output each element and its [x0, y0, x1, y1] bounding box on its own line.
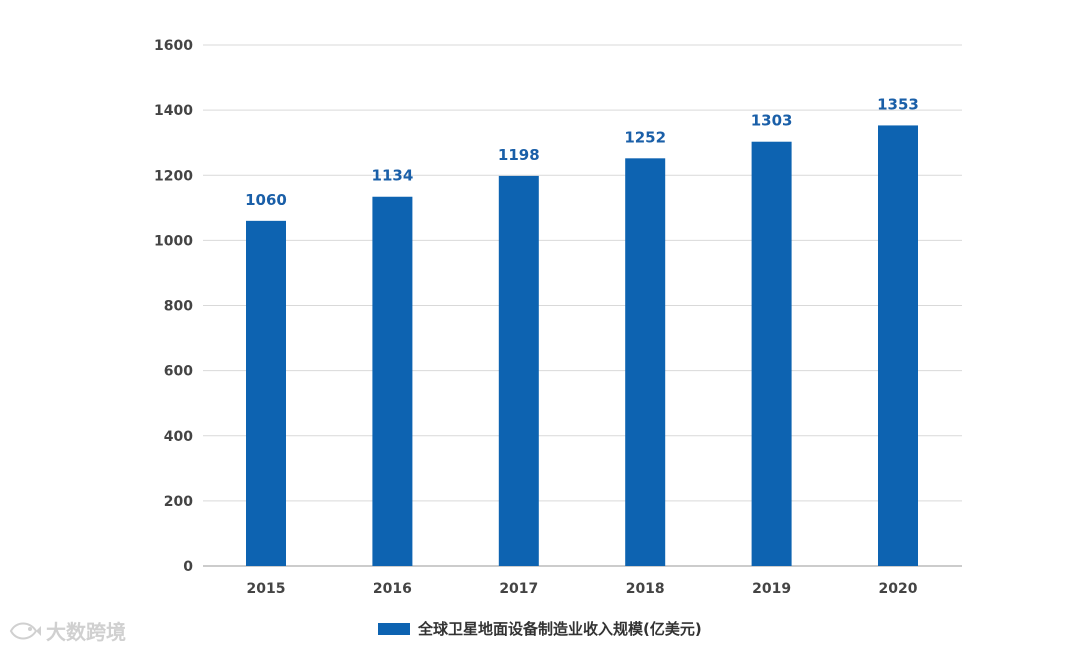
y-tick-label: 1000 [154, 233, 193, 249]
bar [246, 220, 286, 566]
watermark-text: 大数跨境 [46, 620, 126, 644]
data-label: 1198 [498, 146, 540, 164]
watermark: 大数跨境 [8, 616, 126, 645]
data-label: 1134 [372, 167, 414, 185]
x-tick-label: 2018 [626, 581, 665, 597]
x-tick-label: 2020 [879, 581, 918, 597]
data-label: 1353 [877, 95, 919, 113]
y-tick-label: 200 [164, 494, 193, 510]
y-tick-label: 1600 [154, 38, 193, 54]
legend-swatch [378, 622, 410, 635]
bar [372, 196, 413, 566]
y-tick-label: 0 [183, 559, 193, 575]
bar [498, 175, 539, 566]
bar [625, 158, 666, 566]
y-tick-label: 1400 [154, 103, 193, 119]
y-tick-label: 400 [164, 429, 193, 445]
bar [751, 141, 792, 566]
legend-label: 全球卫星地面设备制造业收入规模(亿美元) [418, 620, 702, 638]
fish-logo-icon [9, 622, 41, 639]
y-tick-label: 800 [164, 299, 193, 315]
x-tick-label: 2016 [373, 581, 412, 597]
y-tick-label: 1200 [154, 168, 193, 184]
y-tick-label: 600 [164, 364, 193, 380]
x-tick-label: 2015 [247, 581, 286, 597]
x-tick-label: 2019 [752, 581, 791, 597]
bar [878, 125, 918, 566]
legend: 全球卫星地面设备制造业收入规模(亿美元) [378, 618, 702, 639]
data-label: 1303 [751, 112, 793, 130]
data-label: 1060 [245, 191, 287, 209]
x-tick-label: 2017 [499, 581, 538, 597]
data-label: 1252 [624, 128, 666, 146]
